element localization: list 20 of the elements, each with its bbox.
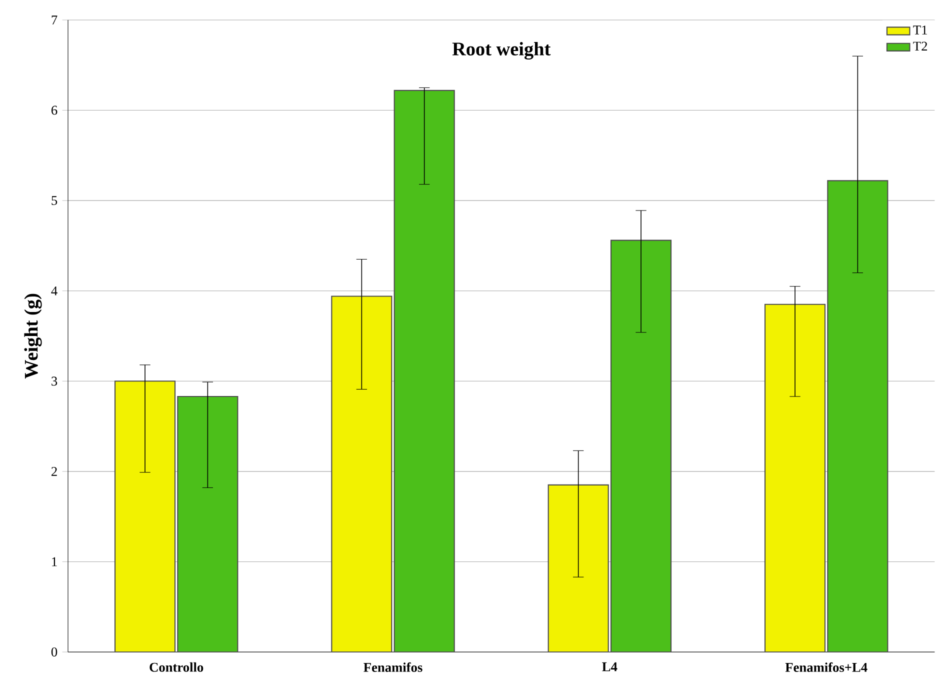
y-tick-label: 5 [52,196,58,205]
bar [114,380,176,652]
legend-label: T2 [913,42,928,51]
bar [331,296,392,652]
y-tick-label: 7 [52,16,58,24]
text: Root weight [452,42,551,60]
bar [394,90,455,652]
x-tick-label: Fenamifos+L4 [785,662,868,672]
bar [764,304,826,652]
y-tick-label: 0 [51,648,58,656]
x-tick-label: Fenamifos [364,662,422,672]
y-tick-label: 3 [52,376,58,386]
x-tick-label: Controllo [150,662,204,672]
x-tick-label: L4 [602,662,618,672]
y-tick-label: 4 [51,286,58,296]
y-tick-label: 6 [52,106,58,115]
y-axis-title: Weight (g) [24,294,42,379]
y-tick-label: 1 [52,557,57,566]
legend-label: T1 [913,26,927,34]
y-tick-label: 2 [52,467,57,476]
